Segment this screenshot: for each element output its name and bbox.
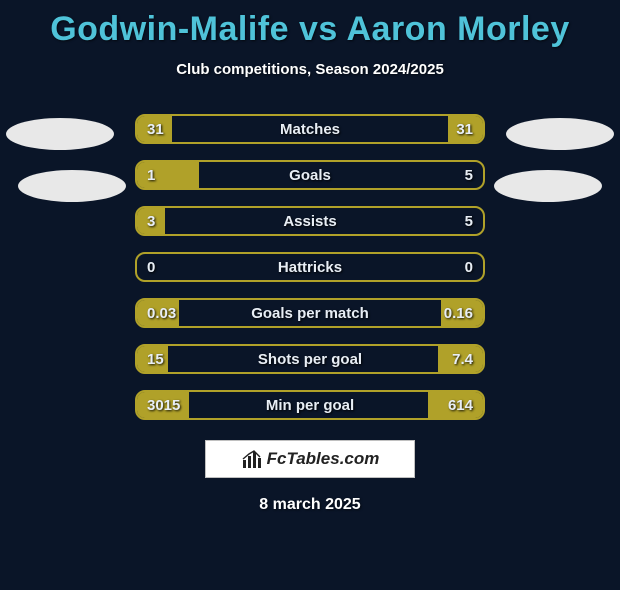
stat-label: Assists	[137, 208, 483, 234]
avatar-player1-top	[6, 118, 114, 150]
stat-label: Goals per match	[137, 300, 483, 326]
stat-row: 3015614Min per goal	[135, 390, 485, 420]
stat-row: 157.4Shots per goal	[135, 344, 485, 374]
logo-badge: FcTables.com	[205, 440, 415, 478]
stat-label: Matches	[137, 116, 483, 142]
date-label: 8 march 2025	[0, 496, 620, 514]
chart-rows: 3131Matches 15Goals 35Assists 0 0Hattricks 0.…	[135, 114, 485, 420]
value-left: 0	[147, 254, 155, 280]
stat-row: 15Goals	[135, 160, 485, 190]
comparison-chart: 3131Matches 15Goals 35Assists 0 0Hattricks 0.…	[0, 114, 620, 420]
subtitle: Club competitions, Season 2024/2025	[0, 61, 620, 78]
bar-fill-right	[441, 300, 483, 326]
bar-fill-right	[428, 392, 483, 418]
bar-fill-left	[137, 116, 172, 142]
bar-fill-right	[448, 116, 483, 142]
stat-label: Shots per goal	[137, 346, 483, 372]
stat-row: 3131Matches	[135, 114, 485, 144]
avatar-player1-bottom	[18, 170, 126, 202]
value-right: 5	[465, 208, 473, 234]
bar-fill-right	[438, 346, 483, 372]
avatar-player2-bottom	[494, 170, 602, 202]
stat-row: 0.030.16Goals per match	[135, 298, 485, 328]
bar-fill-left	[137, 208, 165, 234]
avatar-player2-top	[506, 118, 614, 150]
bar-fill-left	[137, 392, 189, 418]
stat-label: Hattricks	[137, 254, 483, 280]
chart-icon	[241, 448, 263, 470]
logo-text: FcTables.com	[267, 449, 380, 469]
bar-fill-left	[137, 346, 168, 372]
value-right: 5	[465, 162, 473, 188]
stat-row: 35Assists	[135, 206, 485, 236]
value-right: 0	[465, 254, 473, 280]
bar-fill-left	[137, 162, 199, 188]
page-title: Godwin-Malife vs Aaron Morley	[0, 10, 620, 49]
bar-fill-left	[137, 300, 179, 326]
stat-row: 0 0Hattricks	[135, 252, 485, 282]
